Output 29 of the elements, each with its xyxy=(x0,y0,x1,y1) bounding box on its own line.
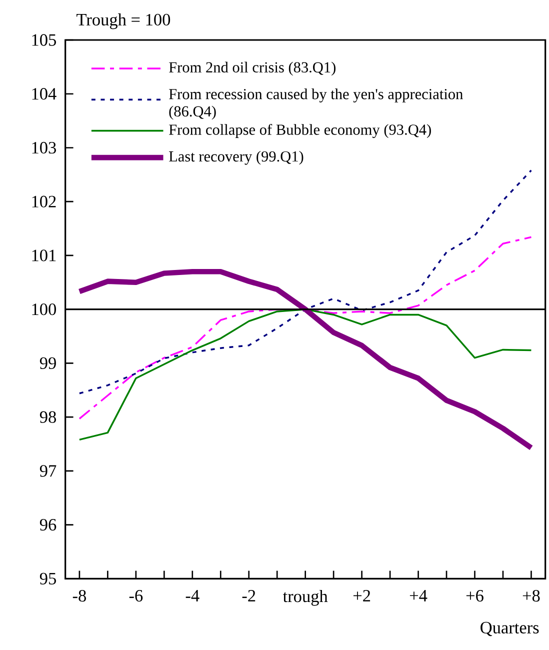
x-tick-label: -8 xyxy=(72,590,86,602)
y-tick-label: 102 xyxy=(32,196,56,208)
legend-label: From collapse of Bubble economy (93.Q4) xyxy=(169,124,431,138)
y-tick-label: 100 xyxy=(32,304,56,316)
line-series xyxy=(78,169,532,394)
legend-label: From recession caused by the yen's appreciation (86.Q4) xyxy=(169,88,463,120)
x-axis-title: Quarters xyxy=(480,622,539,636)
x-tick-label: -6 xyxy=(129,590,143,602)
y-tick-label: 99 xyxy=(40,357,56,369)
y-tick-label: 97 xyxy=(40,465,56,477)
legend-label: Last recovery (99.Q1) xyxy=(169,150,304,165)
x-tick-label: +8 xyxy=(522,590,540,602)
y-tick-label: 96 xyxy=(40,518,56,531)
x-tick-label: +4 xyxy=(410,590,428,602)
x-tick-label: +6 xyxy=(466,590,484,602)
x-tick-label: trough xyxy=(282,590,328,606)
legend-label: From 2nd oil crisis (83.Q1) xyxy=(169,62,336,76)
line-series xyxy=(78,236,532,420)
y-tick-label: 95 xyxy=(40,572,56,584)
x-tick-label: +2 xyxy=(353,590,370,602)
x-tick-label: -2 xyxy=(242,590,256,602)
y-axis-title: Trough = 100 xyxy=(76,13,170,30)
line-series xyxy=(78,308,532,441)
y-tick-label: 105 xyxy=(32,34,56,46)
x-tick-label: -4 xyxy=(186,590,200,602)
y-tick-label: 103 xyxy=(32,142,56,154)
y-tick-label: 98 xyxy=(40,411,56,423)
y-tick-label: 104 xyxy=(32,88,56,100)
y-tick-label: 101 xyxy=(32,250,56,262)
